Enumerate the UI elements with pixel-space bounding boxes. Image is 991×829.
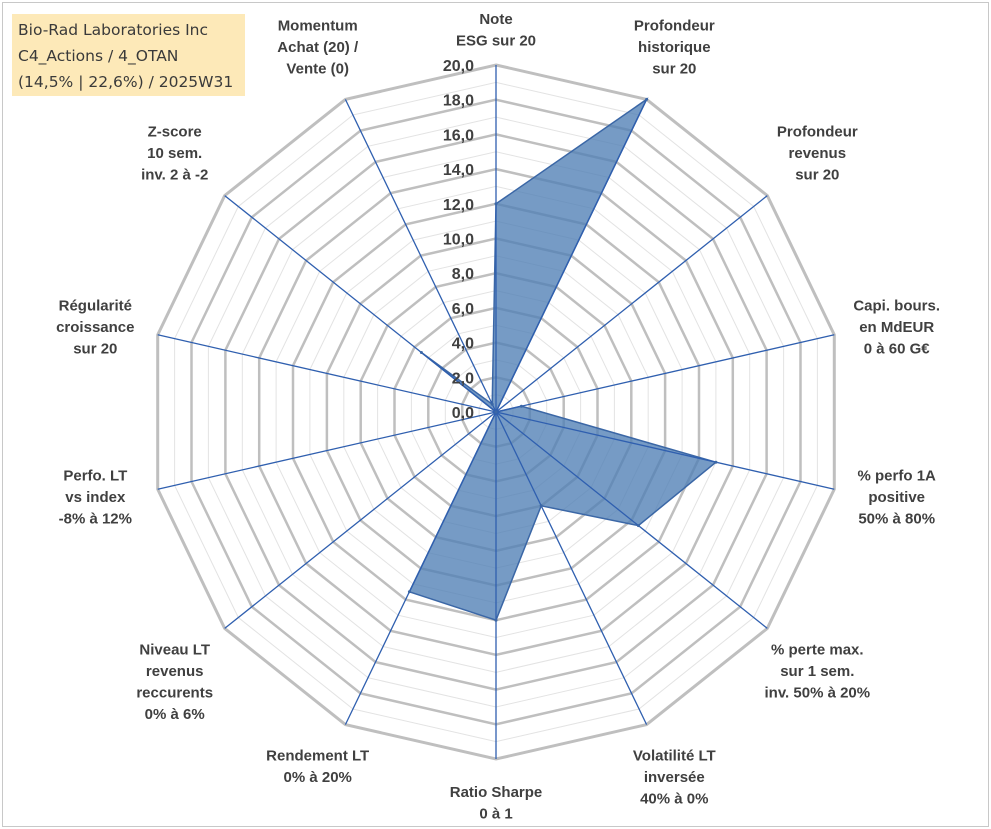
axis-label-0: Note ESG sur 20 bbox=[456, 11, 536, 50]
axis-label-11: Régularité croissance sur 20 bbox=[56, 298, 134, 358]
tick-label: 0,0 bbox=[452, 405, 474, 422]
data-point-12 bbox=[419, 351, 423, 354]
tick-label: 10,0 bbox=[443, 232, 474, 249]
tick-label: 6,0 bbox=[452, 301, 474, 318]
tick-label: 14,0 bbox=[443, 162, 474, 179]
axis-label-6: Volatilité LT inversée 40% à 0% bbox=[633, 747, 716, 807]
tick-label: 20,0 bbox=[443, 58, 474, 75]
axis-label-7: Ratio Sharpe 0 à 1 bbox=[450, 784, 543, 823]
data-point-1 bbox=[645, 97, 649, 101]
title-line-company: Bio-Rad Laboratories Inc bbox=[18, 21, 209, 39]
axis-spoke-6 bbox=[495, 411, 648, 725]
data-point-13 bbox=[490, 402, 494, 406]
axis-spoke-13 bbox=[344, 99, 497, 413]
axis-label-9: Niveau LT revenus reccurents 0% à 6% bbox=[136, 642, 213, 724]
tick-label: 12,0 bbox=[443, 197, 474, 214]
tick-label: 16,0 bbox=[443, 127, 474, 144]
title-box: Bio-Rad Laboratories Inc C4_Actions / 4_… bbox=[12, 14, 245, 96]
data-point-4 bbox=[714, 460, 718, 464]
data-point-3 bbox=[519, 404, 523, 408]
tick-label: 2,0 bbox=[452, 370, 474, 387]
data-point-7 bbox=[494, 618, 498, 622]
data-point-5 bbox=[636, 524, 640, 528]
axis-spoke-9 bbox=[224, 411, 497, 629]
axis-spoke-12 bbox=[224, 195, 497, 413]
axis-label-13: Momentum Achat (20) / Vente (0) bbox=[277, 18, 359, 78]
axis-label-8: Rendement LT 0% à 20% bbox=[266, 747, 369, 786]
axis-spoke-5 bbox=[495, 411, 768, 629]
axis-spoke-10 bbox=[157, 411, 497, 490]
axis-spoke-4 bbox=[495, 411, 835, 490]
axis-label-4: % perfo 1A positive 50% à 80% bbox=[858, 467, 937, 527]
axis-label-5: % perte max. sur 1 sem. inv. 50% à 20% bbox=[764, 642, 870, 702]
data-point-8 bbox=[407, 590, 411, 594]
axis-spoke-11 bbox=[157, 334, 497, 413]
axis-spoke-8 bbox=[344, 411, 497, 725]
axis-label-10: Perfo. LT vs index -8% à 12% bbox=[59, 467, 132, 527]
data-point-6 bbox=[539, 504, 543, 508]
axis-spoke-1 bbox=[495, 99, 648, 413]
axis-spoke-2 bbox=[495, 195, 768, 413]
axis-label-1: Profondeur historique sur 20 bbox=[634, 18, 715, 78]
axis-label-3: Capi. bours. en MdEUR 0 à 60 G€ bbox=[853, 298, 940, 358]
axis-label-2: Profondeur revenus sur 20 bbox=[777, 124, 858, 184]
title-line-category: C4_Actions / 4_OTAN bbox=[18, 47, 179, 65]
title-line-stats: (14,5% | 22,6%) / 2025W31 bbox=[18, 73, 234, 91]
axis-spoke-3 bbox=[495, 334, 835, 413]
data-point-11 bbox=[494, 410, 498, 414]
axis-label-12: Z-score 10 sem. inv. 2 à -2 bbox=[141, 124, 208, 184]
tick-label: 8,0 bbox=[452, 266, 474, 283]
tick-label: 18,0 bbox=[443, 93, 474, 110]
tick-label: 4,0 bbox=[452, 336, 474, 353]
data-point-0 bbox=[494, 202, 498, 206]
